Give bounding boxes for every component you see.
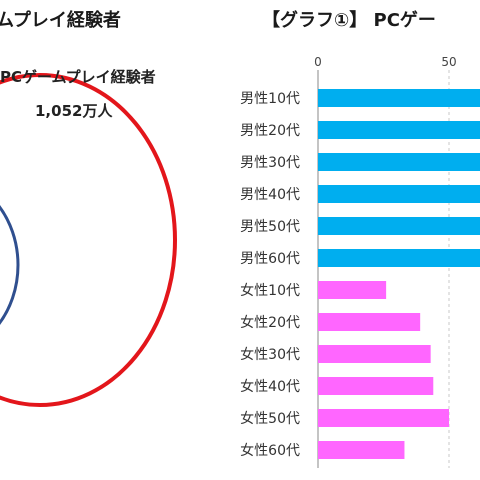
category-label: 女性60代: [240, 442, 300, 459]
category-label: 女性30代: [240, 346, 300, 363]
bar: [318, 121, 480, 139]
venn-outer-circle: [0, 73, 177, 407]
venn-count: 1,052万人: [35, 102, 113, 120]
bar: [318, 249, 480, 267]
x-tick-label: 0: [314, 55, 322, 69]
bar: [318, 409, 449, 427]
bar: [318, 217, 480, 235]
category-label: 男性10代: [240, 91, 300, 107]
bar: [318, 185, 480, 203]
venn-label: PCゲームプレイ経験者: [0, 68, 156, 86]
category-label: 男性40代: [240, 187, 300, 203]
x-tick-label: 50: [441, 55, 456, 69]
venn-inner-circle: [0, 204, 20, 326]
category-label: 女性20代: [240, 314, 300, 331]
bar: [318, 313, 421, 331]
bar: [318, 89, 480, 107]
bar: [318, 441, 405, 459]
bar: [318, 281, 387, 299]
bar: [318, 153, 480, 171]
category-label: 女性50代: [240, 410, 300, 427]
left-panel-title: ムプレイ経験者: [0, 10, 121, 31]
category-label: 女性10代: [240, 282, 300, 299]
bar: [318, 377, 434, 395]
category-label: 男性30代: [240, 155, 300, 171]
bar: [318, 345, 431, 363]
category-label: 男性20代: [240, 123, 300, 139]
category-label: 男性50代: [240, 219, 300, 235]
chart-title: 【グラフ①】 PCゲー: [262, 10, 436, 31]
category-label: 男性60代: [240, 251, 300, 267]
category-label: 女性40代: [240, 378, 300, 395]
